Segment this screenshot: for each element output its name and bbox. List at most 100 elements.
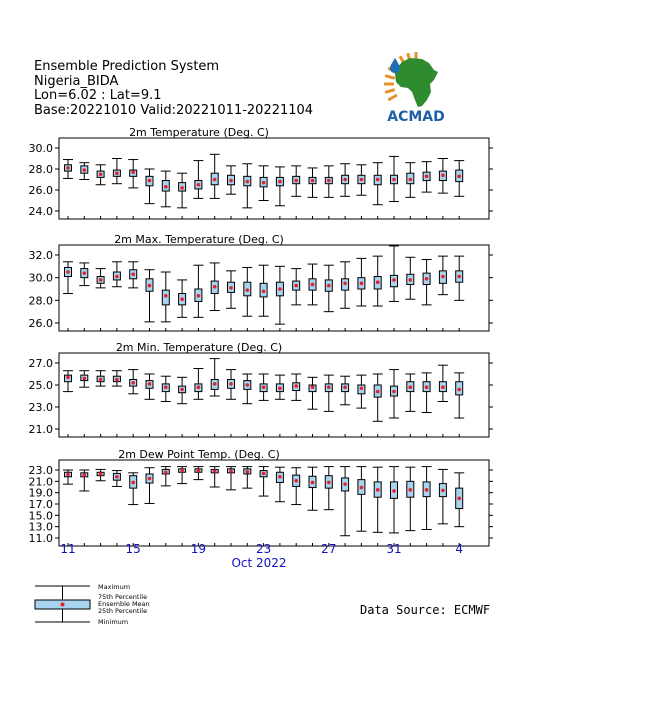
mean-dot (164, 294, 168, 298)
mean-dot (82, 473, 87, 477)
y-tick-label: 21.0 (29, 423, 54, 436)
y-tick-label: 23.0 (29, 401, 54, 414)
y-tick-label: 19.0 (29, 487, 54, 500)
mean-dot (424, 385, 429, 390)
legend-label-q3: 75th Percentile (98, 593, 147, 601)
header-dates: Base:20221010 Valid:20221011-20221104 (34, 102, 314, 118)
mean-dot (457, 496, 462, 501)
y-tick-label: 25.0 (29, 379, 54, 392)
mean-dot (294, 478, 299, 483)
mean-dot (66, 472, 70, 477)
x-month-label: Oct 2022 (231, 556, 286, 570)
mean-dot (408, 488, 413, 492)
x-tick-label: 4 (455, 542, 463, 556)
ensemble-chart: 2m Temperature (Deg. C) 30.0 28.0 26.0 24.0 2… (29, 126, 493, 570)
mean-dot (424, 488, 429, 492)
mean-dot (343, 482, 347, 486)
mean-dot (229, 286, 233, 290)
mean-dot (98, 278, 103, 282)
legend-label-min: Minimum (98, 618, 128, 626)
mean-dot (278, 179, 282, 184)
mean-dot (229, 382, 233, 386)
mean-dot (131, 272, 135, 277)
mean-dot (196, 385, 201, 390)
mean-dot (180, 468, 184, 473)
mean-dot (66, 270, 70, 274)
mean-dot (327, 385, 331, 390)
mean-dot (343, 177, 347, 182)
y-tick-label: 23.0 (29, 464, 54, 477)
mean-dot (164, 470, 168, 475)
mean-dot (82, 271, 87, 275)
chart-header: Ensemble Prediction System Nigeria_BIDA … (34, 59, 314, 118)
mean-dot (180, 186, 184, 190)
y-tick-label: 27.0 (29, 357, 54, 370)
mean-dot (359, 386, 364, 391)
mean-dot (261, 471, 266, 476)
y-tick-label: 26.0 (29, 317, 54, 330)
mean-dot (359, 485, 364, 490)
mean-dot (196, 468, 201, 473)
x-tick-label: 19 (191, 542, 206, 556)
mean-dot (82, 376, 87, 381)
mean-dot (424, 174, 429, 179)
mean-dot (115, 475, 119, 479)
mean-dot (278, 386, 282, 391)
legend-label-mean: Ensemble Mean (98, 600, 150, 608)
y-tick-label: 15.0 (29, 509, 54, 522)
panel-frame (58, 137, 490, 220)
mean-dot (245, 469, 250, 474)
panel-title: 2m Max. Temperature (Deg. C) (114, 233, 284, 246)
mean-dot (98, 472, 103, 476)
acmad-logo: ACMAD (384, 52, 445, 124)
mean-dot (375, 488, 380, 492)
panel-title: 2m Dew Point Temp. (Deg. C) (118, 448, 280, 461)
mean-dot (180, 387, 184, 392)
panel-frame (58, 244, 490, 332)
y-tick-label: 21.0 (29, 475, 54, 488)
sun-ray (384, 74, 396, 80)
mean-dot (66, 166, 70, 170)
mean-dot (441, 173, 445, 178)
logo-text: ACMAD (387, 109, 445, 124)
header-system: Ensemble Prediction System (34, 59, 220, 74)
header-station: Nigeria_BIDA (34, 73, 119, 89)
mean-dot (343, 281, 347, 286)
africa-map-icon (395, 58, 438, 107)
mean-dot (392, 489, 396, 493)
sun-ray (387, 93, 398, 102)
mean-dot (294, 178, 299, 183)
mean-dot (115, 377, 119, 382)
mean-dot (310, 178, 315, 183)
mean-dot (212, 284, 217, 289)
mean-dot (375, 389, 380, 394)
mean-dot (408, 385, 413, 390)
mean-dot (82, 168, 87, 172)
mean-dot (278, 287, 282, 291)
chart-legend: Maximum 75th Percentile Ensemble Mean 25… (34, 583, 150, 626)
mean-dot (310, 480, 315, 485)
x-tick-label: 11 (60, 542, 75, 556)
mean-dot (261, 385, 266, 390)
x-tick-label: 23 (256, 542, 271, 556)
y-tick-label: 30.0 (29, 272, 54, 285)
mean-dot (327, 283, 331, 288)
mean-dot (278, 475, 282, 479)
mean-dot (147, 382, 152, 386)
mean-dot (441, 274, 445, 279)
mean-dot (180, 297, 184, 302)
mean-dot (66, 375, 70, 380)
mean-dot (327, 178, 331, 183)
mean-dot (359, 177, 364, 182)
y-tick-label: 28.0 (29, 294, 54, 307)
legend-mean-dot (60, 602, 65, 607)
mean-dot (115, 171, 119, 175)
mean-dot (98, 377, 103, 382)
mean-dot (261, 180, 266, 185)
mean-dot (310, 385, 315, 390)
mean-dot (98, 172, 103, 177)
mean-dot (408, 177, 413, 182)
mean-dot (441, 385, 445, 390)
mean-dot (147, 178, 152, 183)
mean-dot (294, 283, 299, 288)
